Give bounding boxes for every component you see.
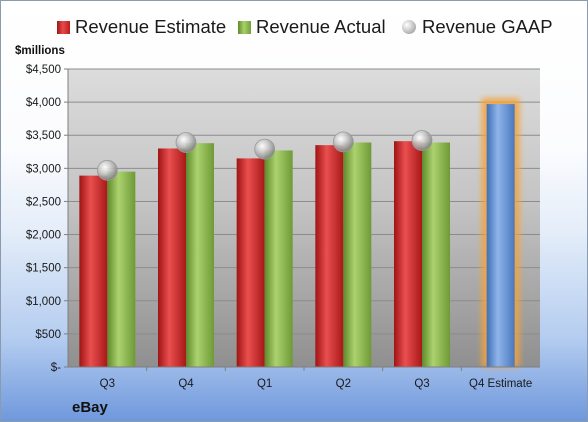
y-tick-label: $2,500 <box>26 196 61 208</box>
legend-label-actual: Revenue Actual <box>256 16 386 37</box>
y-axis-unit-label: $millions <box>15 45 65 57</box>
y-tick-label: $2,000 <box>26 230 61 242</box>
legend-item-revenue-actual: Revenue Actual <box>238 16 386 38</box>
bar-revenue-actual <box>186 143 214 367</box>
y-tick-label: $4,000 <box>26 97 61 109</box>
bar-revenue-estimate-future <box>486 104 515 367</box>
y-tick-label: $- <box>51 362 61 374</box>
axis-ticks: $- $500 $1,000 $1,500 $2,000 $2,500 $3,000 $3,5… <box>26 64 532 390</box>
legend-item-revenue-estimate: Revenue Estimate <box>57 16 226 38</box>
bar-revenue-actual <box>264 150 293 367</box>
bar-revenue-estimate <box>394 141 422 367</box>
legend-item-revenue-gaap: Revenue GAAP <box>402 16 553 38</box>
bar-revenue-actual <box>422 142 450 367</box>
marker-revenue-gaap <box>411 130 433 151</box>
x-tick-label: Q4 <box>178 378 194 390</box>
y-tick-label: $3,500 <box>26 130 61 142</box>
bars <box>79 98 520 367</box>
legend-swatch-estimate <box>57 20 70 34</box>
legend-label-gaap: Revenue GAAP <box>422 16 553 37</box>
plot-area <box>68 69 540 367</box>
x-tick-label: Q3 <box>100 378 115 390</box>
company-label: eBay <box>72 399 108 416</box>
bar-revenue-estimate <box>79 175 108 367</box>
bar-revenue-estimate <box>236 158 265 367</box>
y-tick-label: $1,000 <box>26 296 61 308</box>
y-tick-label: $500 <box>35 329 61 341</box>
legend-label-estimate: Revenue Estimate <box>75 16 227 37</box>
legend-marker-gaap <box>402 20 416 34</box>
x-tick-label: Q3 <box>414 378 429 390</box>
bar-revenue-estimate <box>315 145 344 367</box>
marker-revenue-gaap <box>254 138 276 160</box>
x-tick-label: Q4 Estimate <box>469 378 532 390</box>
gridlines <box>68 68 540 335</box>
bar-revenue-actual <box>107 171 136 367</box>
y-tick-label: $1,500 <box>26 263 61 275</box>
x-tick-label: Q1 <box>257 378 272 390</box>
marker-revenue-gaap <box>332 131 354 153</box>
y-tick-label: $3,000 <box>26 163 61 175</box>
x-tick-label: Q2 <box>336 378 351 390</box>
bar-revenue-estimate <box>158 148 186 367</box>
marker-revenue-gaap <box>175 132 197 153</box>
gaap-markers <box>96 130 433 181</box>
legend-swatch-actual <box>238 20 251 34</box>
y-tick-label: $4,500 <box>26 64 61 76</box>
chart-legend: Revenue Estimate Revenue Actual Revenue … <box>1 16 587 42</box>
marker-revenue-gaap <box>96 159 118 181</box>
bar-revenue-actual <box>343 142 372 367</box>
